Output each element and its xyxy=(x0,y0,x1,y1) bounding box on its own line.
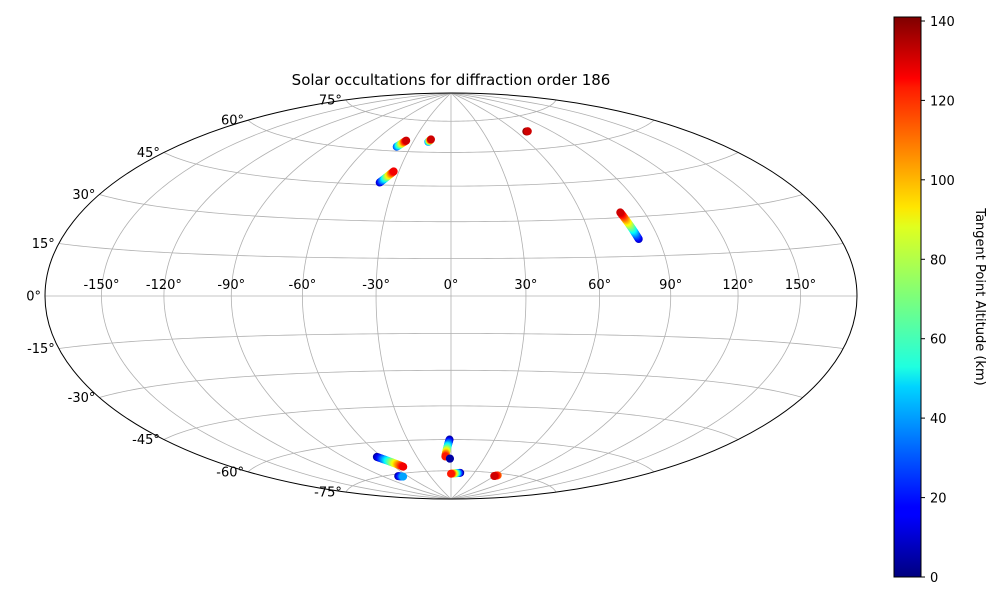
colorbar-label: Tangent Point Altitude (km) xyxy=(972,207,987,385)
chart-title: Solar occultations for diffraction order… xyxy=(292,71,611,89)
longitude-tick-label: 0° xyxy=(444,278,459,293)
colorbar: 0 20 40 60 80 100 120 140 Tangent Point Altitud… xyxy=(893,15,987,586)
parallel-line xyxy=(99,194,803,223)
data-point xyxy=(447,469,455,478)
data-point xyxy=(523,127,532,136)
colorbar-tick-label: 100 xyxy=(930,174,955,189)
latitude-tick-label: -15° xyxy=(27,342,55,357)
longitude-tick-label: 60° xyxy=(588,278,611,293)
longitude-tick-label: -30° xyxy=(362,278,390,293)
parallel-line xyxy=(345,99,557,122)
longitude-tick-label: 120° xyxy=(722,278,753,293)
colorbar-tick-label: 80 xyxy=(930,253,947,268)
longitude-tick-label: 90° xyxy=(659,278,682,293)
longitude-tick-label: 150° xyxy=(785,278,816,293)
data-points xyxy=(372,127,643,481)
data-point xyxy=(445,454,454,463)
latitude-tick-label: -30° xyxy=(68,391,96,406)
longitude-tick-label: -90° xyxy=(217,278,245,293)
longitude-tick-label: 30° xyxy=(514,278,537,293)
parallel-line xyxy=(99,369,803,398)
colorbar-tick-label: 140 xyxy=(930,15,955,30)
parallel-line xyxy=(163,152,739,187)
latitude-tick-label: -60° xyxy=(216,465,244,480)
map-boundary xyxy=(44,92,858,500)
data-point xyxy=(616,208,625,217)
data-point xyxy=(399,472,408,481)
data-point xyxy=(389,167,398,176)
colorbar-tick-label: 20 xyxy=(930,492,947,507)
latitude-tick-label: -45° xyxy=(132,433,160,448)
latitude-tick-label: -75° xyxy=(314,486,342,501)
colorbar-tick-label: 40 xyxy=(930,412,947,427)
longitude-tick-label: -60° xyxy=(289,278,317,293)
longitude-tick-label: -120° xyxy=(146,278,182,293)
latitude-tick-label: 30° xyxy=(72,188,95,203)
colorbar-gradient xyxy=(893,16,922,578)
latitude-tick-label: 15° xyxy=(32,237,55,252)
data-point xyxy=(490,472,499,481)
data-point xyxy=(426,135,435,144)
parallel-line xyxy=(163,405,739,440)
colorbar-tick-label: 0 xyxy=(930,571,938,586)
colorbar-ticks: 0 20 40 60 80 100 120 140 xyxy=(921,15,955,586)
parallel-line xyxy=(58,243,844,259)
data-point xyxy=(399,462,408,471)
longitude-tick-labels: -150° -120° -90° -60° -30° 0° 30° 60° 90° 120° 150… xyxy=(83,278,816,293)
latitude-tick-label: 45° xyxy=(137,146,160,161)
latitude-tick-labels: -75° -60° -45° -30° -15° 0° 15° 30° 45° 60° 75° xyxy=(26,93,342,500)
colorbar-tick-label: 60 xyxy=(930,333,947,348)
colorbar-tick-label: 120 xyxy=(930,94,955,109)
data-point xyxy=(402,136,411,145)
latitude-tick-label: 75° xyxy=(319,93,342,108)
parallel-line xyxy=(247,119,655,153)
parallel-line xyxy=(58,333,844,349)
latitude-tick-label: 0° xyxy=(26,290,41,305)
latitude-tick-label: 60° xyxy=(221,114,244,129)
longitude-tick-label: -150° xyxy=(83,278,119,293)
